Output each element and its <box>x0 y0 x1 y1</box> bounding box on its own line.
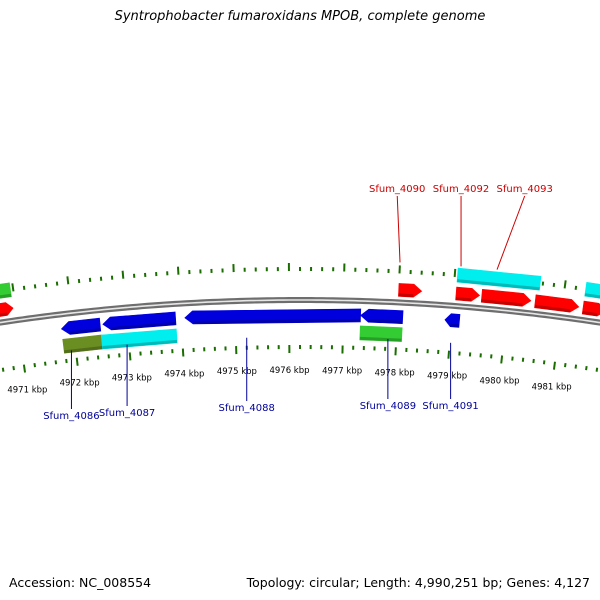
inner-tick <box>1 367 5 372</box>
inner-tick <box>44 361 47 366</box>
axis-label: 4976 kbp <box>269 366 309 376</box>
axis-label: 4979 kbp <box>427 372 467 382</box>
gene-shade <box>359 336 402 342</box>
gene-shade <box>64 346 103 354</box>
inner-tick <box>447 350 451 359</box>
gene-feature-15[interactable] <box>360 308 404 325</box>
inner-tick <box>574 364 578 369</box>
outer-tick <box>563 280 567 289</box>
gene-feature-9[interactable] <box>584 281 600 299</box>
gene-label-reverse[interactable]: Sfum_4089 <box>360 401 416 412</box>
accession-text: Accession: NC_008554 <box>9 575 152 590</box>
axis-label: 4971 kbp <box>7 385 47 395</box>
gene-shade <box>450 323 460 328</box>
gene-shade <box>398 293 414 298</box>
inner-tick <box>12 365 15 371</box>
gene-label-forward[interactable]: Sfum_4093 <box>496 184 552 195</box>
outer-tick <box>552 282 556 288</box>
gene-label-reverse[interactable]: Sfum_4086 <box>43 411 99 422</box>
gene-callouts: Sfum_4090 Sfum_4092 Sfum_4093 Sfum_4086 … <box>43 184 553 422</box>
gene-shade <box>0 312 8 317</box>
scale-ticks <box>0 263 600 373</box>
inner-tick <box>595 367 599 372</box>
outer-tick <box>121 270 125 279</box>
gene-shade <box>584 293 600 299</box>
gene-shade <box>111 321 176 330</box>
gene-shade <box>457 279 540 291</box>
gene-feature-14[interactable] <box>184 308 362 325</box>
gene-feature-13[interactable] <box>100 328 178 350</box>
gene-shade <box>455 297 472 302</box>
axis-label: 4972 kbp <box>60 379 100 389</box>
gene-shade <box>0 293 12 299</box>
gene-feature-1[interactable] <box>0 282 12 299</box>
backbone-highlight <box>0 299 600 324</box>
axis-label: 4981 kbp <box>532 383 572 393</box>
gene-feature-10[interactable] <box>60 317 102 335</box>
callout-line <box>496 195 526 270</box>
gene-feature-2[interactable] <box>0 302 14 317</box>
outer-tick <box>574 285 578 290</box>
gene-shade <box>192 318 361 324</box>
outer-tick <box>11 283 15 292</box>
gene-feature-5[interactable] <box>455 286 481 302</box>
gene-feature-17[interactable] <box>444 313 461 328</box>
gene-feature-6[interactable] <box>480 288 532 307</box>
axis-label: 4973 kbp <box>112 373 152 383</box>
gene-shade <box>534 304 571 313</box>
axis-labels: 4971 kbp 4972 kbp 4973 kbp 4974 kbp 4975… <box>7 366 571 395</box>
inner-tick <box>564 362 567 368</box>
axis-label: 4975 kbp <box>217 367 257 377</box>
feature-track <box>0 267 600 354</box>
inner-tick <box>542 360 546 365</box>
axis-label: 4980 kbp <box>479 376 519 386</box>
axis-label: 4974 kbp <box>164 370 204 380</box>
outer-tick <box>44 282 48 288</box>
genome-backbone <box>0 297 600 326</box>
inner-tick <box>585 365 588 371</box>
inner-tick <box>33 362 36 368</box>
axis-label: 4978 kbp <box>375 368 415 378</box>
inner-tick <box>128 352 132 361</box>
gene-feature-7[interactable] <box>534 294 580 313</box>
outer-tick <box>453 268 457 277</box>
map-title: Syntrophobacter fumaroxidans MPOB, compl… <box>114 9 486 24</box>
callout-line <box>396 195 401 263</box>
genome-summary: Topology: circular; Length: 4,990,251 bp… <box>246 575 590 590</box>
gene-label-reverse[interactable]: Sfum_4091 <box>422 401 478 412</box>
gene-shade <box>69 328 101 335</box>
axis-label: 4977 kbp <box>322 367 362 377</box>
inner-tick <box>552 361 556 370</box>
inner-tick <box>22 364 27 373</box>
inner-tick <box>54 360 58 365</box>
gene-feature-11[interactable] <box>102 311 177 331</box>
gene-feature-8[interactable] <box>581 300 600 317</box>
inner-tick <box>500 355 504 364</box>
gene-label-reverse[interactable]: Sfum_4087 <box>99 408 155 419</box>
gene-shade <box>481 299 523 307</box>
gene-shade <box>102 339 178 349</box>
gene-feature-3[interactable] <box>398 283 423 298</box>
gene-shade <box>582 311 598 317</box>
gene-shade <box>368 319 403 324</box>
gene-feature-16[interactable] <box>359 325 403 342</box>
inner-tick <box>75 357 79 366</box>
outer-tick <box>22 285 26 290</box>
gene-label-forward[interactable]: Sfum_4092 <box>433 184 489 195</box>
gene-label-forward[interactable]: Sfum_4090 <box>369 184 425 195</box>
gene-feature-4[interactable] <box>456 267 542 291</box>
outer-tick <box>33 284 37 289</box>
outer-tick <box>66 276 70 285</box>
gene-label-reverse[interactable]: Sfum_4088 <box>218 403 274 414</box>
